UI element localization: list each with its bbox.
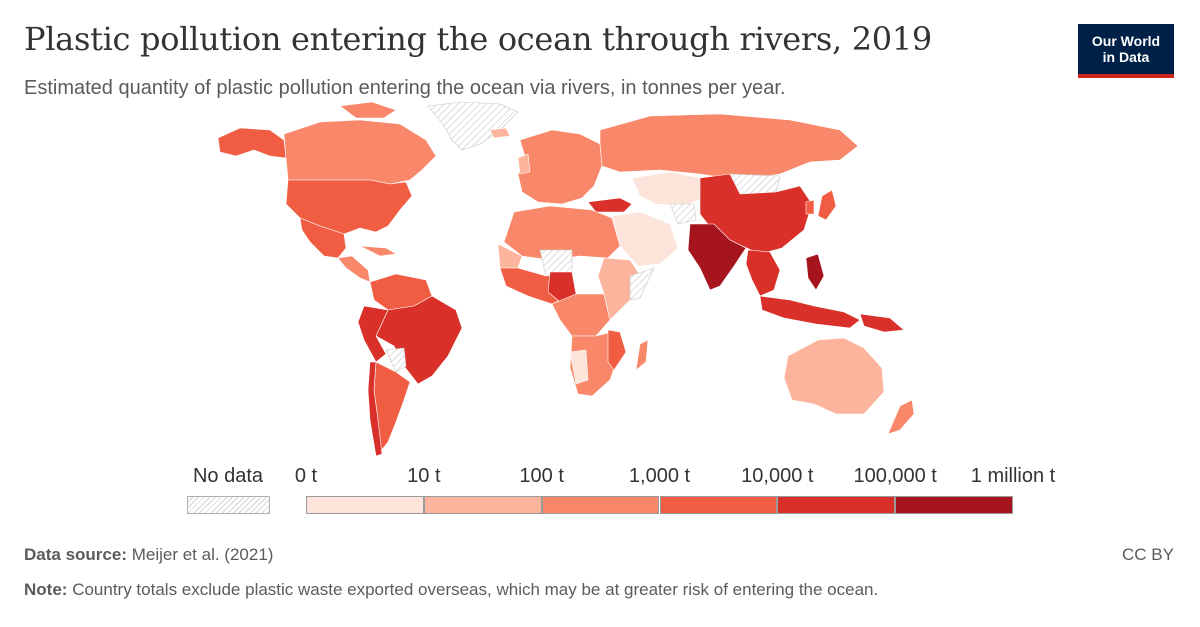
legend-tick-label: 1,000 t [628,465,691,487]
legend-tick-label: 10 t [407,465,441,487]
logo-line-2: in Data [1102,49,1150,65]
region-indonesia[interactable] [759,295,861,329]
region-paraguay[interactable] [385,347,407,373]
license-link[interactable]: CC BY [1122,545,1174,564]
region-somalia[interactable] [629,267,655,301]
region-new-zealand[interactable] [887,399,915,435]
legend-no-data-swatch [187,496,270,514]
region-peru[interactable] [357,305,389,363]
note-text: Country totals exclude plastic waste exp… [72,580,879,599]
region-caribbean[interactable] [359,245,397,257]
region-india[interactable] [687,223,747,291]
region-japan[interactable] [817,189,837,221]
region-iceland[interactable] [489,127,511,139]
region-central-america[interactable] [337,255,371,283]
legend-tick-label: 0 t [294,465,318,487]
world-map[interactable] [200,100,960,460]
region-chile[interactable] [367,361,383,457]
region-russia[interactable] [599,113,859,181]
region-central-asia[interactable] [631,171,707,207]
region-mozambique[interactable] [607,329,627,371]
note: Note: Country totals exclude plastic was… [24,580,878,600]
region-arctic-islands[interactable] [339,101,397,119]
region-middle-east[interactable] [611,211,679,267]
region-afghanistan[interactable] [669,203,697,225]
region-turkey[interactable] [587,197,633,213]
note-label: Note: [24,580,68,599]
region-alaska[interactable] [217,127,287,159]
data-source-text[interactable]: Meijer et al. (2021) [131,545,274,564]
region-uk[interactable] [517,153,531,175]
legend-tick-label: 10,000 t [741,465,814,487]
region-east-africa[interactable] [597,257,643,321]
legend-swatch[interactable] [895,496,1013,514]
legend-tick-label: 100 t [519,465,564,487]
region-canada[interactable] [283,119,437,185]
legend-tick-label: 1 million t [970,465,1056,487]
region-madagascar[interactable] [635,339,649,371]
data-source-label: Data source: [24,545,127,564]
legend-swatch[interactable] [659,496,778,514]
legend-swatch[interactable] [423,496,542,514]
owid-logo[interactable]: Our World in Data [1078,24,1174,78]
chart-subtitle: Estimated quantity of plastic pollution … [24,77,786,99]
region-korea[interactable] [805,199,815,215]
region-brazil[interactable] [375,295,463,385]
chart-title: Plastic pollution entering the ocean thr… [24,20,932,58]
region-namibia[interactable] [569,349,589,385]
region-europe[interactable] [517,129,603,205]
region-australia[interactable] [783,337,885,415]
region-central-africa[interactable] [551,293,611,337]
region-philippines[interactable] [805,253,825,291]
region-papua-new-guinea[interactable] [859,313,905,333]
region-north-africa[interactable] [503,205,621,261]
data-source: Data source: Meijer et al. (2021) [24,545,273,565]
region-southeast-asia[interactable] [745,249,781,297]
legend-tick-label: 100,000 t [853,465,937,487]
region-greenland[interactable] [427,101,519,151]
legend-swatch[interactable] [541,496,660,514]
logo-line-1: Our World [1091,33,1161,49]
legend-swatch[interactable] [306,496,424,514]
legend-swatch[interactable] [777,496,896,514]
legend-no-data-label: No data [192,465,264,487]
